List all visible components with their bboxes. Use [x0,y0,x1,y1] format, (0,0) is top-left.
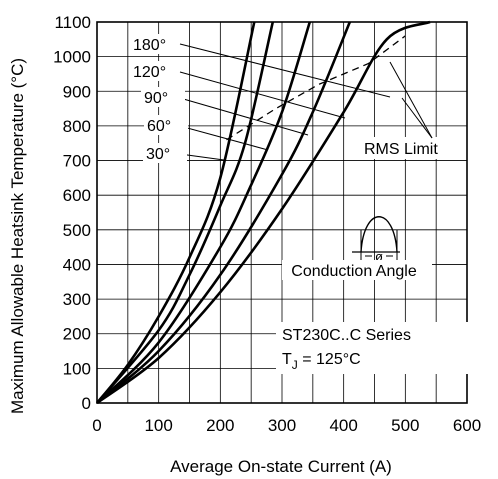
series-info-bg [276,322,470,374]
x-tick-label: 0 [92,416,101,435]
curve-180-deg [96,20,431,405]
x-axis-title: Average On-state Current (A) [170,457,392,476]
angle-leader-line [179,43,391,98]
y-tick-label: 600 [63,186,91,205]
angle-label-bg [141,87,185,107]
plot-frame [96,21,468,404]
y-axis-title: Maximum Allowable Heatsink Temperature (… [8,58,27,414]
y-tick-label: 500 [63,221,91,240]
curves [95,20,431,405]
x-tick-label: 100 [144,416,172,435]
y-tick-label: 100 [63,359,91,378]
rms-limit-line [226,35,406,141]
x-tick-label: 300 [268,416,296,435]
phi-symbol: ø [375,249,383,264]
angle-label-bg [143,143,187,163]
series-name-label: ST230C..C Series [282,327,411,344]
y-tick-label: 300 [63,290,91,309]
x-tick-label: 500 [391,416,419,435]
rms-limit-label: RMS Limit [364,141,438,158]
curve-120-deg [96,21,352,404]
angle-label-bg [130,34,174,54]
y-tick-label: 700 [63,152,91,171]
y-tick-label: 1000 [53,48,91,67]
angle-label-bg [130,61,174,81]
y-tick-labels: 0 100 200 300 400 500 600 700 800 900 1000 1100 [53,13,91,413]
y-tick-label: 1100 [54,13,91,32]
x-tick-labels: 0 100 200 300 400 500 600 [92,416,481,435]
angle-label: 120° [133,64,166,81]
x-tick-label: 200 [206,416,234,435]
rms-leader-line [389,61,433,139]
x-tick-label: 600 [453,416,481,435]
conduction-angle-label: Conduction Angle [291,263,417,280]
curve-30-deg [95,21,256,404]
y-tick-label: 0 [82,394,91,413]
conduction-angle-icon: ø [352,216,400,264]
angle-label: 60° [147,118,171,135]
angle-label: 180° [133,37,166,54]
angle-labels: 180° 120° 90° 60° 30° [130,34,391,163]
x-tick-label: 400 [329,416,357,435]
junction-temp-label: TJ = 125°C [282,351,361,372]
y-tick-label: 900 [63,82,91,101]
angle-leader-line [179,97,309,136]
y-tick-label: 400 [63,255,91,274]
conduction-angle-label-bg [282,260,432,280]
rms-leader-line [401,97,433,139]
curve-60-deg [96,21,275,404]
angle-label: 30° [146,146,170,163]
rms-limit-label-bg [358,137,460,159]
grid-lines [97,22,467,403]
y-tick-label: 200 [63,325,91,344]
angle-leader-line [179,71,346,119]
rms-limit-group: RMS Limit [226,35,460,159]
y-tick-label: 800 [63,117,91,136]
angle-label: 90° [144,90,168,107]
angle-leader-line [179,125,269,151]
angle-leader-line [179,153,225,161]
angle-label-bg [144,115,188,135]
